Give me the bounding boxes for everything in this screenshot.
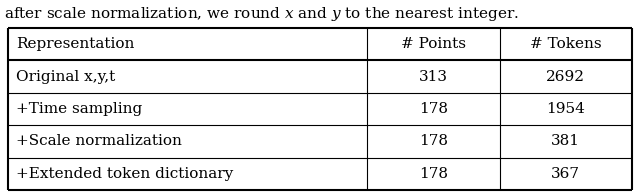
Text: # Points: # Points <box>401 37 466 51</box>
Text: # Tokens: # Tokens <box>530 37 602 51</box>
Text: Representation: Representation <box>16 37 134 51</box>
Text: +Scale normalization: +Scale normalization <box>16 134 182 148</box>
Text: 381: 381 <box>551 134 580 148</box>
Text: +Time sampling: +Time sampling <box>16 102 142 116</box>
Text: 367: 367 <box>551 167 580 181</box>
Text: 178: 178 <box>419 167 448 181</box>
Text: 1954: 1954 <box>547 102 586 116</box>
Text: 178: 178 <box>419 134 448 148</box>
Text: 178: 178 <box>419 102 448 116</box>
Text: 2692: 2692 <box>547 70 586 84</box>
Text: after scale normalization, we round $x$ and $y$ to the nearest integer.: after scale normalization, we round $x$ … <box>4 5 519 23</box>
Text: +Extended token dictionary: +Extended token dictionary <box>16 167 233 181</box>
Text: Original x,y,t: Original x,y,t <box>16 70 115 84</box>
Text: 313: 313 <box>419 70 448 84</box>
